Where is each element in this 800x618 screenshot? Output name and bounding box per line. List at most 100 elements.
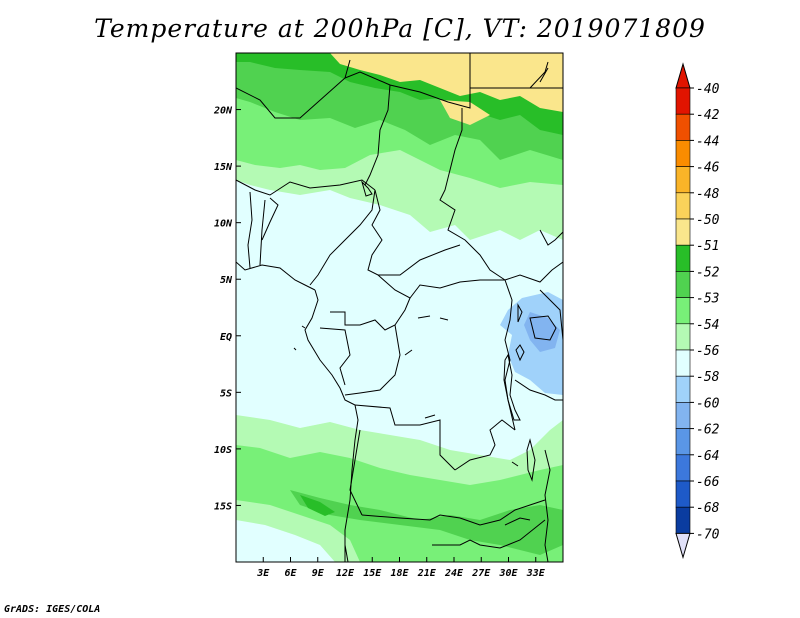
legend-label: -48: [696, 187, 720, 202]
y-tick-label: 15N: [214, 162, 233, 173]
border-cameroon-west: [261, 197, 279, 241]
x-tick-label: 27E: [471, 568, 491, 579]
band-m52-south: [290, 490, 563, 555]
lake-malawi: [526, 438, 536, 482]
x-tick-label: 30E: [498, 568, 518, 579]
band-m60-east: [524, 312, 560, 352]
legend-label: -50: [696, 213, 720, 228]
border-benin-togo: [247, 191, 253, 269]
x-tick-label: 24E: [444, 568, 464, 579]
y-tick-label: 20N: [213, 106, 233, 117]
legend-label: -66: [696, 475, 720, 490]
border-angola-namibia: [361, 514, 461, 521]
legend-swatch: [675, 428, 691, 456]
x-tick-label: 9E: [312, 568, 325, 579]
y-tick-label: 5N: [220, 275, 233, 286]
x-tick-label: 33E: [526, 568, 546, 579]
legend-swatch: [675, 140, 691, 167]
legend-swatch: [675, 166, 691, 194]
legend-label: -42: [696, 108, 720, 123]
lake-kariba: [504, 517, 531, 526]
border-sudan-ethiopia: [539, 229, 563, 246]
lake-kivu: [515, 344, 525, 362]
x-tick-label: 6E: [284, 568, 297, 579]
color-legend: -40 -42 -44 -46 -48 -50 -51 -52 -53 -54 -56 -58 -60 -…: [675, 62, 720, 560]
border-nigeria-benin: [259, 199, 266, 266]
grads-credit: GrADS: IGES/COLA: [4, 604, 101, 615]
border-mozambique: [544, 449, 551, 562]
border-tanzania: [514, 379, 563, 401]
border-drc-congo: [344, 324, 401, 396]
legend-swatch: [675, 480, 691, 508]
y-tick-label: 15S: [214, 501, 232, 512]
legend-label: -46: [696, 161, 720, 176]
lake-tanganyika: [503, 353, 521, 421]
border-cameroon-chad: [367, 189, 461, 276]
legend-swatch: [675, 87, 691, 115]
legend-label: -40: [696, 82, 720, 97]
border-niger-chad: [364, 84, 391, 186]
legend-label: -70: [696, 527, 720, 542]
x-tick-label: 15E: [363, 568, 382, 579]
legend-label: -51: [696, 239, 719, 254]
lake-chad: [360, 180, 373, 197]
border-niger-nigeria: [236, 179, 376, 196]
coast-west-africa: [236, 261, 316, 291]
band-m50-north: [330, 53, 563, 112]
legend-label: -58: [696, 370, 720, 385]
y-tick-label: 10N: [214, 219, 233, 230]
legend-label: -62: [696, 423, 720, 438]
map-title: Temperature at 200hPa [C], VT: 201907180…: [94, 14, 706, 43]
x-axis: 3E 6E 9E 12E 15E 18E 21E 24E 27E 30E 33E: [256, 557, 546, 579]
coast-islands: [293, 325, 306, 351]
legend-swatch: [675, 402, 691, 429]
border-car: [377, 274, 505, 299]
border-zambia-zim: [459, 499, 546, 526]
border-drc-zambia: [454, 419, 516, 471]
legend-label: -44: [696, 134, 719, 149]
legend-label: -64: [696, 449, 719, 464]
border-libya-chad: [344, 53, 471, 109]
legend-bottom-arrow: [675, 532, 691, 560]
legend-swatch: [675, 349, 691, 377]
border-uganda-kenya: [539, 289, 563, 341]
x-tick-label: 3E: [256, 568, 270, 579]
legend-swatch: [675, 192, 691, 220]
legend-label: -60: [696, 396, 720, 411]
lake-victoria: [529, 315, 557, 341]
x-tick-label: 18E: [390, 568, 409, 579]
legend-swatch: [675, 271, 691, 298]
legend-swatch: [675, 113, 691, 141]
border-congo-gabon: [330, 297, 411, 331]
lake-albert: [517, 303, 523, 323]
y-tick-label: 5S: [220, 388, 232, 399]
y-axis: 20N 15N 10N 5N EQ 5S 10S 15S: [213, 106, 241, 512]
legend-swatch: [675, 506, 691, 534]
sinai-coast: [529, 61, 549, 89]
legend-swatch: [675, 375, 691, 403]
river-marks: [404, 315, 519, 467]
legend-label: -68: [696, 501, 720, 516]
y-tick-label: 10S: [214, 445, 232, 456]
border-namibia-botswana: [432, 519, 546, 549]
legend-swatch: [675, 323, 691, 351]
x-tick-label: 12E: [336, 568, 355, 579]
temperature-field: [236, 53, 563, 562]
border-gabon: [319, 327, 351, 386]
coast-gulf-guinea: [304, 289, 359, 562]
legend-label: -53: [696, 292, 719, 307]
border-drc-angola: [354, 404, 456, 471]
legend-label: -52: [696, 265, 720, 280]
legend-swatch: [675, 218, 691, 246]
legend-top-arrow: [675, 62, 691, 89]
legend-swatch: [675, 297, 691, 325]
border-angola-south: [349, 429, 363, 516]
band-m51-south: [300, 495, 335, 516]
band-m50-patch: [440, 100, 490, 125]
band-m56-sw: [236, 520, 335, 562]
legend-swatch: [675, 244, 691, 272]
legend-label: -54: [696, 318, 719, 333]
y-tick-label: EQ: [220, 332, 232, 343]
border-chad-sudan: [439, 108, 563, 283]
